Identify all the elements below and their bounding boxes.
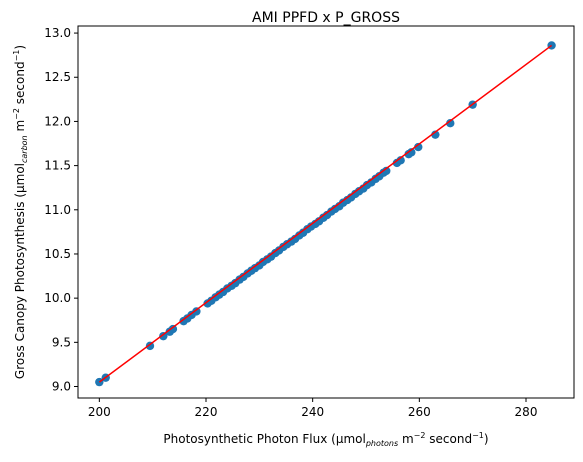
data-point — [168, 324, 178, 334]
y-tick-label: 11.5 — [44, 159, 71, 173]
x-axis-label-superscript-1: −2 — [414, 431, 426, 440]
x-tick-label: 220 — [195, 405, 218, 419]
y-tick-label: 13.0 — [44, 26, 71, 40]
x-axis-label-unit-m: m — [398, 432, 414, 446]
y-axis-ticks: 9.0 9.5 10.0 10.5 11.0 11.5 12.0 12.5 13.0 — [44, 26, 78, 394]
data-point — [446, 119, 455, 128]
data-point — [159, 331, 168, 341]
data-point — [414, 142, 423, 152]
y-tick-label: 12.0 — [44, 114, 71, 128]
plot-area — [95, 41, 556, 387]
y-axis-label-subscript: carbon — [20, 135, 29, 163]
y-axis-label: Gross Canopy Photosynthesis (µmolcarbon … — [12, 45, 29, 379]
y-axis-label-prefix: Gross Canopy Photosynthesis (µmol — [13, 163, 27, 379]
x-axis-label-suffix: ) — [484, 432, 489, 446]
x-tick-label: 200 — [88, 405, 111, 419]
x-axis-ticks: 200 220 240 260 280 — [88, 398, 538, 419]
data-point — [145, 341, 155, 351]
data-point — [382, 166, 391, 176]
y-axis-label-suffix: ) — [13, 45, 27, 50]
axes-frame — [77, 25, 575, 399]
y-tick-label: 10.5 — [44, 247, 71, 261]
y-tick-label: 12.5 — [44, 70, 71, 84]
x-tick-label: 280 — [515, 405, 538, 419]
x-tick-label: 240 — [301, 405, 324, 419]
y-tick-label: 9.5 — [52, 335, 71, 349]
chart-title: AMI PPFD x P_GROSS — [252, 10, 400, 26]
y-axis-label-superscript-2: −1 — [12, 50, 21, 62]
x-axis-label-superscript-2: −1 — [472, 431, 484, 440]
x-axis-label-unit-second: second — [425, 432, 472, 446]
regression-line — [98, 44, 553, 383]
y-tick-label: 9.0 — [52, 380, 71, 394]
y-axis-label-unit-m: m — [13, 120, 27, 136]
data-point — [192, 307, 201, 316]
x-axis-label-subscript: photons — [365, 439, 398, 448]
y-tick-label: 11.0 — [44, 203, 71, 217]
data-point — [407, 148, 416, 157]
y-axis-label-unit-second: second — [13, 61, 27, 108]
y-tick-label: 10.0 — [44, 291, 71, 305]
data-point — [396, 156, 405, 165]
x-axis-label-prefix: Photosynthetic Photon Flux (µmol — [163, 432, 365, 446]
data-point — [431, 130, 440, 139]
x-tick-label: 260 — [408, 405, 431, 419]
y-axis-label-superscript-1: −2 — [12, 108, 21, 120]
x-axis-label: Photosynthetic Photon Flux (µmolphotons … — [163, 431, 488, 448]
